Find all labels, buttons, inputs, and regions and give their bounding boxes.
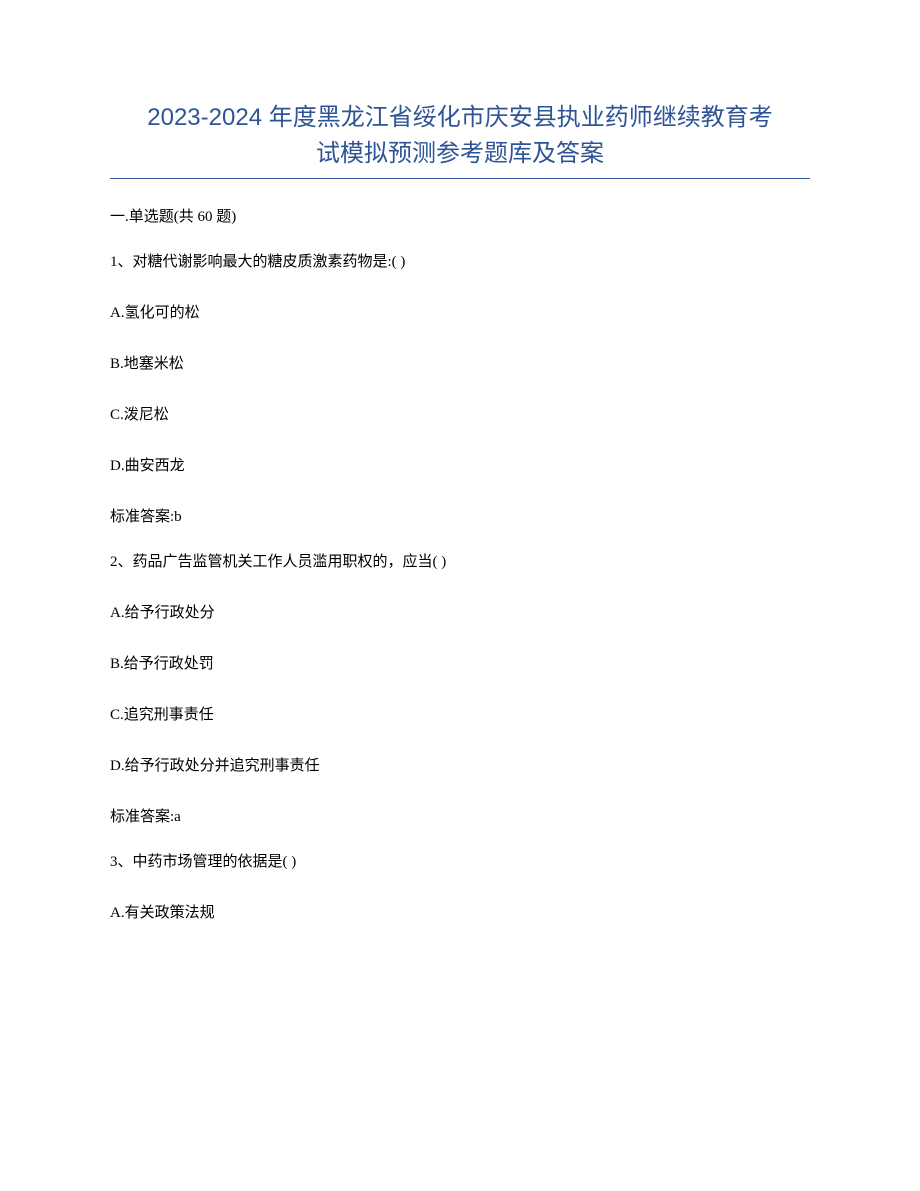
title-underline bbox=[110, 178, 810, 179]
question-option: A.有关政策法规 bbox=[110, 901, 810, 922]
question-option: D.给予行政处分并追究刑事责任 bbox=[110, 754, 810, 775]
title-line-1: 2023-2024 年度黑龙江省绥化市庆安县执业药师继续教育考 bbox=[110, 100, 810, 136]
question-option: D.曲安西龙 bbox=[110, 454, 810, 475]
question-stem: 1、对糖代谢影响最大的糖皮质激素药物是:( ) bbox=[110, 250, 810, 271]
document-title: 2023-2024 年度黑龙江省绥化市庆安县执业药师继续教育考 试模拟预测参考题… bbox=[110, 100, 810, 172]
question-answer: 标准答案:b bbox=[110, 505, 810, 526]
question-answer: 标准答案:a bbox=[110, 805, 810, 826]
question-option: A.给予行政处分 bbox=[110, 601, 810, 622]
question-stem: 2、药品广告监管机关工作人员滥用职权的，应当( ) bbox=[110, 550, 810, 571]
question-stem: 3、中药市场管理的依据是( ) bbox=[110, 850, 810, 871]
question-option: B.地塞米松 bbox=[110, 352, 810, 373]
title-line-2: 试模拟预测参考题库及答案 bbox=[110, 136, 810, 172]
document-page: 2023-2024 年度黑龙江省绥化市庆安县执业药师继续教育考 试模拟预测参考题… bbox=[0, 0, 920, 1012]
question-option: C.追究刑事责任 bbox=[110, 703, 810, 724]
question-option: C.泼尼松 bbox=[110, 403, 810, 424]
question-option: A.氢化可的松 bbox=[110, 301, 810, 322]
question-option: B.给予行政处罚 bbox=[110, 652, 810, 673]
section-header: 一.单选题(共 60 题) bbox=[110, 205, 810, 226]
